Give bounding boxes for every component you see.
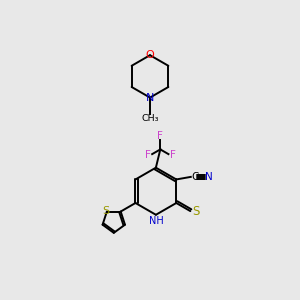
Text: F: F (158, 131, 163, 141)
Text: CH₃: CH₃ (141, 114, 159, 123)
Text: N: N (205, 172, 213, 182)
Text: S: S (192, 205, 199, 218)
Text: F: F (170, 150, 176, 160)
Text: N: N (146, 93, 154, 103)
Text: NH: NH (148, 216, 163, 226)
Text: F: F (145, 150, 151, 160)
Text: C: C (191, 172, 198, 182)
Text: S: S (102, 206, 110, 216)
Text: O: O (146, 50, 154, 60)
